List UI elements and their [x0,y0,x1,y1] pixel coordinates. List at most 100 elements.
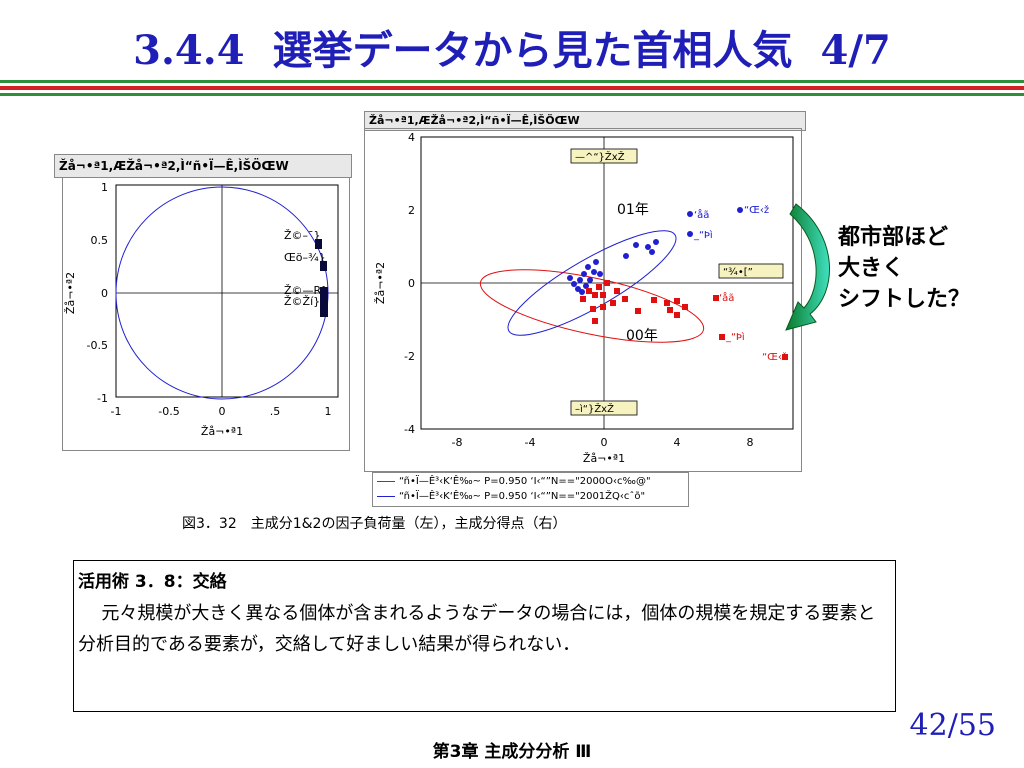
blue-point [597,271,603,277]
red-point [592,292,598,298]
title-rule-red [0,86,1024,90]
blue-point-label: “Œ‹ž [744,204,769,216]
right-xtick: -8 [452,436,463,449]
slide-footer: 第3章 主成分分析 Ⅲ [432,742,592,762]
box-right-label: “¾•[” [723,267,753,278]
right-xtick: 0 [601,436,608,449]
left-xlabel: Žå¬•ª1 [201,425,243,438]
ellipse-2000 [479,269,705,343]
figure-caption: 図3．32 主成分1&2の因子負荷量（左），主成分得点（右） [182,516,567,532]
red-point [682,304,688,310]
var-label: Ž©Ží} [284,295,320,308]
blue-point [645,244,651,250]
blue-point [587,277,593,283]
left-ytick: -1 [97,392,108,405]
left-chart-header: Žå¬•ª1,ÆŽå¬•ª2,Ì“ñ•Ï—Ê,ÌŠÖŒW [54,154,352,178]
loading-marker [320,287,328,317]
red-point-label: ‘åã [719,291,734,304]
blue-point [571,281,577,287]
blue-point [687,211,693,217]
blue-point [577,277,583,283]
blue-point [737,207,743,213]
red-point-label: “Œ‹ž [762,351,787,363]
blue-point [585,264,591,270]
loading-marker [320,261,327,271]
slide-title: 3.4.4 選挙データから見た首相人気 4/7 [0,18,1024,76]
blue-point [583,283,589,289]
box-bottom [570,400,638,416]
red-point [592,318,598,324]
right-xlabel: Žå¬•ª1 [583,452,625,465]
blue-point [567,275,573,281]
annotation-line: 都市部ほど [838,225,949,250]
left-chart-panel [62,177,350,451]
red-point [596,284,602,290]
right-ytick: 2 [408,204,415,217]
red-point [674,298,680,304]
right-ylabel: Žå¬•ª2 [374,262,387,304]
year-01-label: 01年 [617,202,649,218]
legend-item-2000: “ñ•Ï—Ê³‹K‘Ê‰~ P=0.950 ‘I‹“”N=="2000O‹c‰@… [377,476,651,487]
red-point [719,334,725,340]
section-number: 3.4.4 [133,27,245,74]
blue-point [633,242,639,248]
blue-point [623,253,629,259]
left-xtick: -1 [111,405,122,418]
red-point [782,354,788,360]
legend-label: “ñ•Ï—Ê³‹K‘Ê‰~ P=0.950 ‘I‹“”N=="2001ŽQ‹cˆ… [399,491,646,502]
red-point [667,307,673,313]
left-xtick: 1 [325,405,332,418]
red-point [586,288,592,294]
blue-point [581,271,587,277]
red-point [580,296,586,302]
red-point [622,296,628,302]
right-ytick: -2 [404,350,415,363]
left-xtick: -0.5 [158,405,179,418]
blue-point [593,259,599,265]
red-point [604,280,610,286]
series-2000 [580,280,788,360]
red-point [664,300,670,306]
left-plot-area [115,184,339,398]
legend-line-blue [377,495,395,497]
red-point [610,300,616,306]
blue-point [649,249,655,255]
right-legend: “ñ•Ï—Ê³‹K‘Ê‰~ P=0.950 ‘I‹“”N=="2000O‹c‰@… [372,472,689,507]
left-ytick: 0 [101,287,108,300]
red-point [674,312,680,318]
shift-annotation: 都市部ほど 大きく シフトした？ [838,222,970,315]
legend-label: “ñ•Ï—Ê³‹K‘Ê‰~ P=0.950 ‘I‹“”N=="2000O‹c‰@… [399,476,651,487]
left-chart: 1 0.5 0 -0.5 -1 -1 -0.5 0 .5 1 Žå¬•ª1 Žå… [64,181,339,438]
red-point [713,295,719,301]
curved-arrow [785,203,830,331]
red-point [614,288,620,294]
var-label: Ž©–¯} [284,229,321,242]
left-ytick: 0.5 [91,234,109,247]
box-bottom-label: –ì“}ŽxŽ [575,402,614,415]
var-label: Œö–¾} [284,251,326,264]
annotation-line: シフトした？ [838,287,971,312]
note-box: 活用術 3．8：交絡 元々規模が大きく異なる個体が含まれるようなデータの場合には… [73,560,896,712]
blue-point-label: _“Þì [693,229,713,241]
red-point [600,304,606,310]
right-ytick: -4 [404,423,415,436]
legend-item-2001: “ñ•Ï—Ê³‹K‘Ê‰~ P=0.950 ‘I‹“”N=="2001ŽQ‹cˆ… [377,491,645,502]
red-point [651,297,657,303]
blue-point [579,289,585,295]
right-xtick: -4 [525,436,536,449]
title-page-part: 4/7 [820,27,891,74]
arrow-shape [785,203,830,331]
right-xtick: 8 [747,436,754,449]
title-rule-green-2 [0,93,1024,96]
title-text: 選挙データから見た首相人気 [272,27,793,74]
right-xtick: 4 [674,436,681,449]
red-point [600,292,606,298]
ellipse-2001 [507,230,677,336]
loading-marker [315,239,322,249]
left-xtick: .5 [270,405,281,418]
box-right [718,263,784,279]
title-rule-green [0,80,1024,83]
note-heading: 活用術 3．8：交絡 [78,572,227,592]
series-2001 [567,207,743,295]
box-top-label: —^“}ŽxŽ [575,150,625,163]
